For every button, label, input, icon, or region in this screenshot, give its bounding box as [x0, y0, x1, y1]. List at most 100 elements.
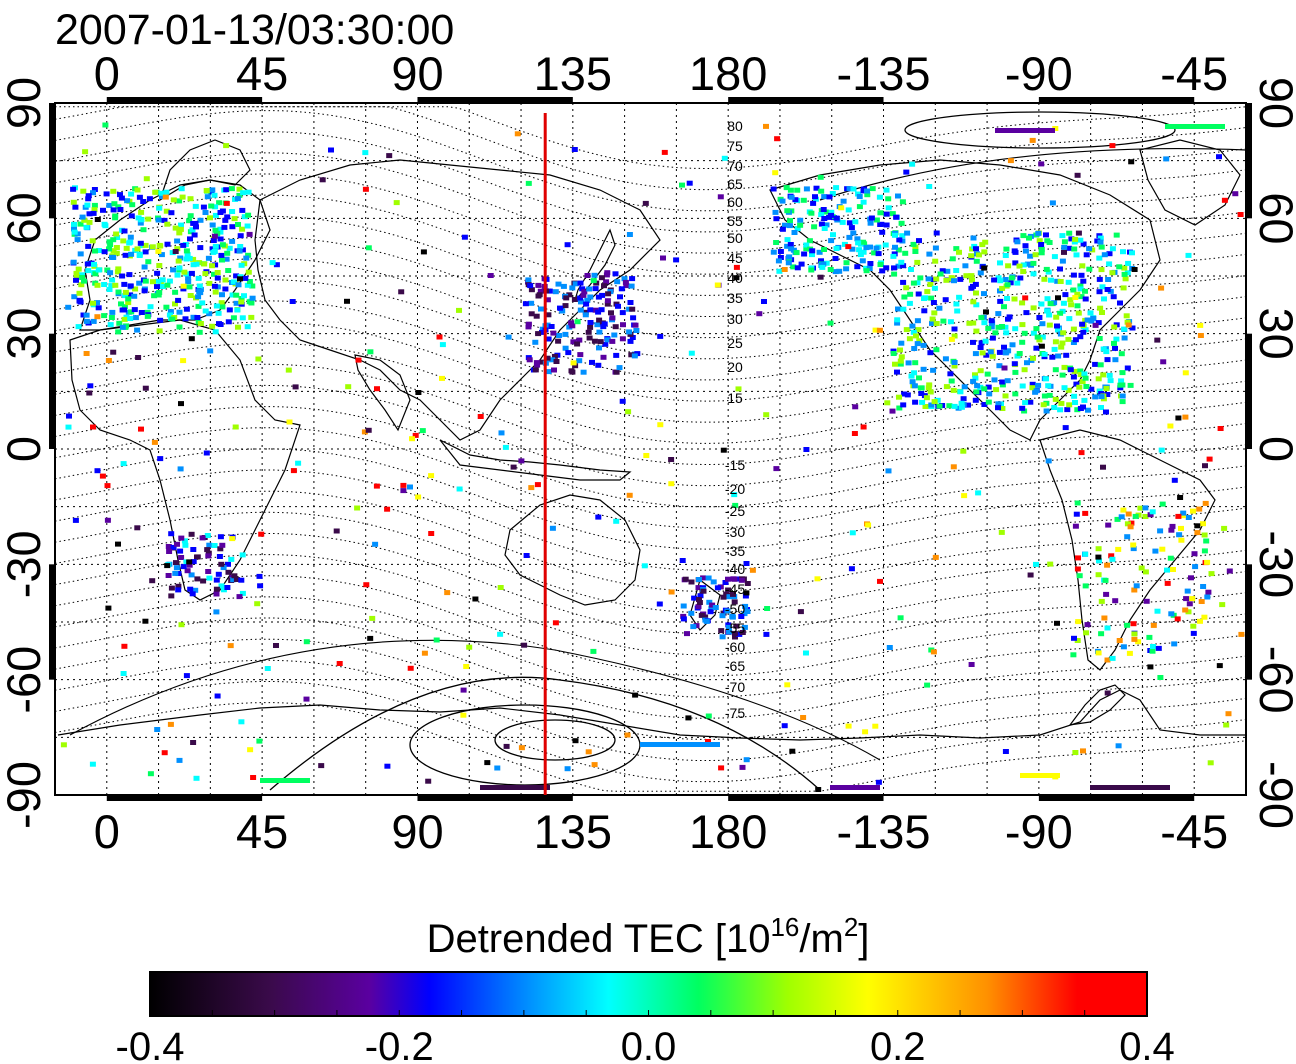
- tec-point: [999, 285, 1006, 291]
- tec-point: [362, 186, 369, 192]
- tec-point: [580, 292, 587, 298]
- tec-point: [562, 303, 569, 309]
- tec-point: [91, 187, 98, 192]
- tec-point: [1178, 537, 1185, 543]
- tec-point: [936, 305, 943, 311]
- tec-point: [832, 256, 839, 261]
- tec-point: [1052, 396, 1059, 402]
- tec-point: [614, 279, 621, 285]
- tec-point: [168, 585, 175, 591]
- tec-point: [154, 284, 160, 290]
- tec-point: [237, 276, 243, 282]
- tec-point: [158, 190, 165, 196]
- tec-point: [986, 391, 993, 397]
- tec-point: [1192, 564, 1199, 570]
- tec-point: [624, 732, 631, 738]
- tec-point: [1194, 523, 1201, 529]
- tec-point: [1071, 393, 1078, 399]
- tec-point: [1007, 280, 1014, 286]
- longitude-axis-bottom: 0 45 90 135 180 -135 -90 -45: [94, 805, 1228, 858]
- tec-point: [1159, 546, 1166, 552]
- magnetic-contour: [55, 106, 1246, 170]
- tec-point: [460, 712, 467, 718]
- tec-point: [803, 186, 810, 192]
- tec-point: [744, 581, 751, 586]
- tec-point: [846, 220, 853, 226]
- tec-point: [581, 289, 588, 295]
- tec-point: [595, 514, 602, 520]
- tec-point: [631, 353, 638, 359]
- tec-point: [1046, 392, 1053, 398]
- tec-point: [742, 593, 749, 599]
- tec-point: [1205, 589, 1212, 595]
- tec-point: [175, 258, 182, 264]
- tec-point: [415, 390, 422, 395]
- tec-point: [224, 585, 231, 590]
- tec-point: [1067, 367, 1074, 373]
- tec-point: [869, 186, 876, 192]
- tec-point: [587, 324, 594, 330]
- tec-point: [623, 283, 630, 289]
- tec-point: [911, 383, 918, 389]
- tec-point: [937, 271, 944, 277]
- tec-point: [1038, 301, 1045, 307]
- tec-point: [615, 303, 621, 309]
- tec-point: [551, 367, 557, 373]
- tec-point: [920, 366, 927, 372]
- tec-point: [794, 265, 801, 271]
- tec-point: [192, 587, 199, 593]
- tec-point: [127, 283, 134, 289]
- tec-point: [1096, 276, 1103, 282]
- tec-point: [1105, 277, 1112, 282]
- tec-point: [816, 249, 823, 255]
- tec-point: [205, 553, 212, 559]
- tec-point: [1066, 230, 1073, 236]
- tec-point: [589, 359, 595, 365]
- lon-tick-label: 0: [94, 47, 120, 100]
- tec-point: [407, 484, 413, 490]
- tec-point: [698, 612, 705, 618]
- tec-point: [885, 196, 892, 202]
- tec-point: [927, 350, 934, 356]
- tec-point: [1185, 515, 1192, 520]
- tec-point: [1081, 371, 1088, 377]
- tec-point: [867, 244, 873, 250]
- tec-point: [1074, 500, 1081, 506]
- tec-point: [1086, 266, 1093, 272]
- tec-point: [1120, 644, 1127, 650]
- tec-point: [369, 615, 376, 621]
- tec-point: [613, 369, 620, 375]
- tec-point: [1022, 295, 1029, 301]
- tec-point: [562, 331, 569, 337]
- tec-point: [1113, 232, 1120, 238]
- tec-point: [125, 300, 132, 306]
- tec-point: [1122, 276, 1129, 282]
- tec-point: [1201, 548, 1208, 554]
- tec-point: [207, 215, 213, 221]
- tec-point: [207, 348, 214, 354]
- lon-tick-label: -45: [1160, 805, 1228, 858]
- tec-point: [94, 282, 101, 288]
- tec-point: [180, 564, 187, 570]
- tec-point: [1118, 351, 1125, 357]
- tec-point: [224, 214, 231, 220]
- tec-point: [803, 447, 810, 452]
- tec-point: [1059, 340, 1066, 346]
- tec-point: [227, 643, 234, 649]
- tec-point: [569, 323, 576, 329]
- tec-point: [256, 738, 263, 744]
- tec-point: [1106, 372, 1113, 378]
- tec-point: [1100, 346, 1107, 352]
- tec-point: [161, 750, 168, 756]
- tec-point: [204, 533, 211, 538]
- tec-point: [839, 219, 846, 225]
- tec-point: [856, 194, 863, 199]
- tec-point: [917, 275, 924, 281]
- tec-point: [1168, 611, 1175, 617]
- tec-point: [209, 323, 216, 329]
- tec-point: [590, 648, 597, 654]
- frame-bar: [49, 103, 55, 219]
- tec-point: [158, 252, 165, 258]
- tec-point: [1012, 326, 1019, 332]
- tec-point: [1158, 285, 1165, 291]
